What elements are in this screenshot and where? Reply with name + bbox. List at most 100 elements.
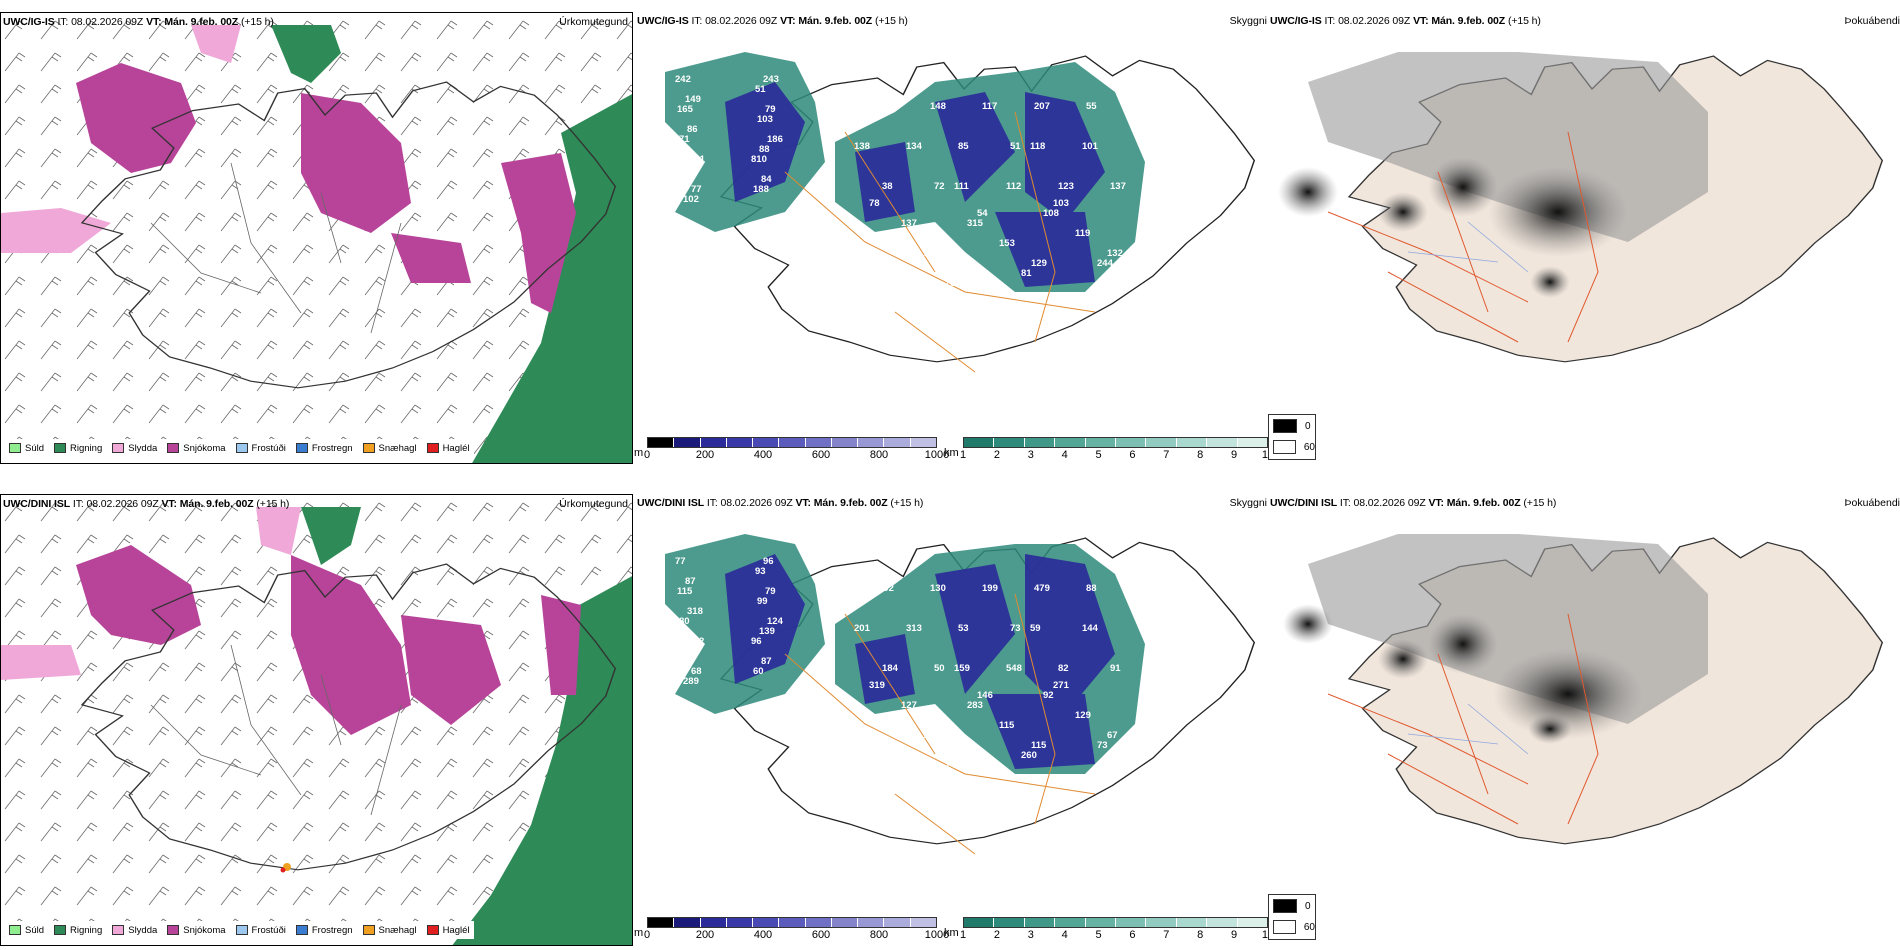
precip-type-map-bottom	[1, 495, 632, 945]
fog-max-label: 60	[1303, 921, 1315, 933]
scale-cell	[1024, 438, 1056, 447]
visibility-value: 77	[675, 556, 686, 567]
scale-cell	[726, 438, 754, 447]
scale-tick-label: 400	[753, 449, 773, 461]
visibility-value: 54	[977, 208, 988, 219]
legend-label: Rigning	[70, 924, 103, 936]
visibility-value: 101	[1082, 141, 1099, 152]
scale-tick-label: 200	[695, 449, 715, 461]
visibility-value: 112	[1006, 181, 1021, 192]
scale-cell	[779, 438, 806, 447]
scale-tick-label: 6	[1129, 449, 1136, 461]
scale-tick-label: 9	[1231, 449, 1238, 461]
scale-cell	[1055, 438, 1086, 447]
panel-header: UWC/DINI ISL IT: 08.02.2026 09Z VT: Mán.…	[1270, 497, 1557, 509]
scale-cell	[1085, 918, 1117, 927]
visibility-value: 84	[761, 174, 772, 185]
legend-swatch	[235, 443, 248, 453]
scale-tick-label: 1000	[924, 929, 950, 941]
scale-tick-label: 7	[1163, 449, 1170, 461]
visibility-value: 140	[878, 101, 894, 112]
scale-cell	[726, 918, 754, 927]
panel-header: UWC/DINI ISL IT: 08.02.2026 09Z VT: Mán.…	[637, 497, 924, 509]
scale-cell	[994, 918, 1025, 927]
legend-label: Haglél	[442, 924, 470, 936]
fog-white-swatch	[1273, 440, 1296, 454]
scale-cell	[884, 918, 911, 927]
precip-type-panel-bottom: UWC/DINI ISL IT: 08.02.2026 09Z VT: Mán.…	[0, 494, 633, 946]
legend-item: Haglél	[426, 924, 470, 936]
visibility-value: 197	[933, 238, 949, 249]
legend-label: Súld	[25, 442, 45, 454]
visibility-value: 79	[765, 104, 776, 115]
visibility-value: 71	[679, 134, 690, 145]
scale-cell	[1146, 438, 1177, 447]
visibility-value: 201	[854, 623, 871, 634]
scale-cell	[964, 918, 995, 927]
visibility-map-bottom: 77 167 83 96 50 283 115 73 92 60 88 319 80 184 142 93 53…	[665, 534, 1255, 855]
visibility-value: 115	[999, 720, 1015, 731]
legend-label: Snæhagl	[378, 442, 417, 454]
visibility-value: 77	[691, 184, 702, 195]
visibility-value: 142	[945, 760, 961, 771]
panel-type-title: Úrkomutegund	[559, 498, 628, 510]
scale-cell	[1237, 438, 1268, 447]
legend-swatch	[362, 925, 375, 935]
visibility-value: 124	[767, 616, 784, 627]
visibility-value: 87	[685, 576, 696, 587]
visibility-value: 186	[767, 134, 783, 145]
visibility-value: 315	[967, 218, 984, 229]
legend-swatch	[112, 443, 125, 453]
scale-cell	[858, 438, 885, 447]
legend-label: Frostregn	[311, 924, 353, 936]
scale-cell	[1055, 918, 1086, 927]
visibility-value: 72	[879, 278, 890, 289]
legend-label: Súld	[25, 924, 45, 936]
visibility-value: 78	[869, 198, 880, 209]
visibility-value: 479	[1034, 583, 1050, 594]
panel-header: UWC/IG-IS IT: 08.02.2026 09Z VT: Mán. 9.…	[3, 16, 274, 28]
scale-tick-label: 6	[1129, 929, 1136, 941]
legend-swatch	[426, 443, 439, 453]
legend-label: Slydda	[128, 442, 158, 454]
scale-cell	[858, 918, 885, 927]
visibility-value: 38	[882, 181, 893, 192]
scale-cell	[1085, 438, 1117, 447]
visibility-value: 85	[958, 141, 969, 152]
visibility-value: 73	[1097, 740, 1108, 751]
fog-map-bottom	[1283, 534, 1883, 845]
scale-cell	[779, 918, 806, 927]
legend-swatch	[54, 443, 67, 453]
scale-tick-label: 9	[1231, 929, 1238, 941]
scale-tick-label: 800	[869, 929, 889, 941]
legend-label: Frostúði	[251, 924, 286, 936]
legend-item: Slydda	[112, 443, 157, 454]
visibility-value: 51	[755, 84, 766, 95]
legend-label: Frostregn	[311, 442, 353, 454]
visibility-value: 92	[1043, 690, 1054, 701]
visibility-map-top: 242 119 80 810 72 315 165 51 108 188 55 78 71 38 75 51 8…	[665, 52, 1255, 373]
legend-label: Frostúði	[251, 442, 286, 454]
fog-max-label: 60	[1303, 441, 1315, 453]
legend-item: Frostúði	[235, 442, 286, 454]
visibility-value: 118	[1030, 141, 1045, 152]
visibility-value: 461	[689, 154, 706, 165]
visibility-value: 80	[679, 616, 690, 627]
scale-tick-label: 400	[753, 929, 773, 941]
legend-swatch	[112, 925, 125, 935]
legend-swatch	[235, 925, 248, 935]
m-unit: m	[634, 927, 644, 939]
scale-cell	[648, 918, 675, 927]
scale-cell	[805, 918, 832, 927]
visibility-value: 129	[1031, 258, 1047, 269]
scale-cell	[831, 918, 859, 927]
visibility-value: 93	[755, 566, 766, 577]
scale-cell	[1207, 438, 1238, 447]
scale-tick-label: 2	[993, 449, 1000, 461]
legend-label: Rigning	[70, 442, 103, 454]
visibility-value: 53	[958, 623, 969, 634]
visibility-value: 313	[906, 623, 922, 634]
visibility-value: 117	[982, 101, 997, 112]
km-unit: km	[944, 447, 959, 459]
scale-cell	[1116, 918, 1147, 927]
